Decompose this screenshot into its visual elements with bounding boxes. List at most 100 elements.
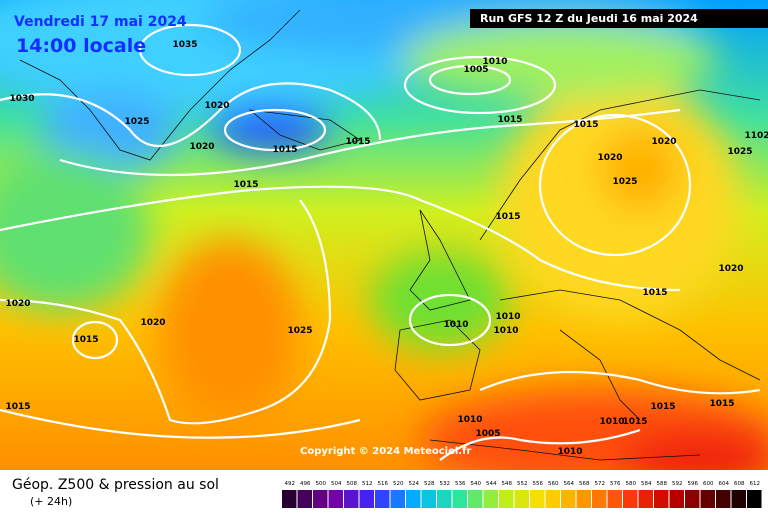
scale-swatch — [344, 490, 359, 508]
scale-swatch — [669, 490, 684, 508]
scale-label: 536 — [455, 481, 466, 487]
footer-subtitle: (+ 24h) — [30, 495, 72, 508]
scale-swatch — [297, 490, 312, 508]
isobar-label: 1015 — [345, 137, 370, 147]
scale-label: 580 — [626, 481, 637, 487]
scale-label: 516 — [378, 481, 389, 487]
scale-swatch — [576, 490, 591, 508]
scale-swatch — [375, 490, 390, 508]
scale-label: 548 — [502, 481, 513, 487]
isobar-label: 1030 — [9, 94, 34, 104]
isobar-label: 1015 — [73, 335, 98, 345]
isobar-label: 1015 — [5, 402, 30, 412]
isobar-label: 1010 — [482, 57, 507, 67]
scale-swatch — [313, 490, 328, 508]
forecast-time: 14:00 locale — [16, 35, 146, 57]
isobars — [0, 23, 761, 461]
scale-label: 604 — [719, 481, 730, 487]
scale-label: 596 — [688, 481, 699, 487]
scale-label: 528 — [424, 481, 435, 487]
scale-swatch — [731, 490, 746, 508]
scale-label: 532 — [440, 481, 451, 487]
scale-label: 500 — [316, 481, 327, 487]
isobar-label: 1020 — [140, 318, 165, 328]
scale-swatch — [685, 490, 700, 508]
coastlines — [19, 9, 761, 461]
scale-swatch — [700, 490, 715, 508]
isobar-label: 1020 — [597, 153, 622, 163]
isobar-label: 1010 — [443, 320, 468, 330]
scale-label: 544 — [486, 481, 497, 487]
isobar-label: 1015 — [495, 212, 520, 222]
scale-swatch — [561, 490, 576, 508]
isobar-label: 1020 — [5, 299, 30, 309]
scale-swatch — [716, 490, 731, 508]
isobar-label: 1015 — [650, 402, 675, 412]
scale-swatch — [483, 490, 498, 508]
scale-swatch — [747, 490, 762, 508]
run-label: Run GFS 12 Z du Jeudi 16 mai 2024 — [480, 12, 698, 25]
scale-swatch — [406, 490, 421, 508]
scale-label: 560 — [548, 481, 559, 487]
scale-label: 564 — [564, 481, 575, 487]
isobar-label: 1015 — [709, 399, 734, 409]
scale-label: 608 — [734, 481, 745, 487]
scale-label: 584 — [641, 481, 652, 487]
scale-swatch — [654, 490, 669, 508]
scale-swatch — [452, 490, 467, 508]
isobar-label: 1102 — [744, 131, 768, 141]
field — [0, 0, 768, 470]
scale-swatch — [390, 490, 405, 508]
isobar-label: 1020 — [651, 137, 676, 147]
isobar-label: 1010 — [495, 312, 520, 322]
isobar-label: 1015 — [233, 180, 258, 190]
scale-swatch — [282, 490, 297, 508]
scale-swatch — [638, 490, 653, 508]
footer-title: Géop. Z500 & pression au sol — [12, 477, 219, 493]
scale-swatch — [514, 490, 529, 508]
isobar-label: 1015 — [622, 417, 647, 427]
isobar-label: 1010 — [557, 447, 582, 457]
scale-swatch — [468, 490, 483, 508]
scale-swatch — [607, 490, 622, 508]
isobar-label: 1025 — [727, 147, 752, 157]
scale-label: 524 — [409, 481, 420, 487]
scale-label: 588 — [657, 481, 668, 487]
scale-label: 520 — [393, 481, 404, 487]
scale-label: 496 — [300, 481, 311, 487]
isobar-label: 1015 — [497, 115, 522, 125]
isobar-label: 1010 — [457, 415, 482, 425]
scale-swatch — [545, 490, 560, 508]
isobar-label: 1020 — [204, 101, 229, 111]
isobar-label: 1015 — [272, 145, 297, 155]
isobar-label: 1020 — [189, 142, 214, 152]
scale-label: 492 — [285, 481, 296, 487]
isobar-label: 1015 — [642, 288, 667, 298]
isobar-label: 1020 — [718, 264, 743, 274]
forecast-date: Vendredi 17 mai 2024 — [14, 14, 187, 30]
isobar-label: 1025 — [124, 117, 149, 127]
scale-label: 568 — [579, 481, 590, 487]
scale-label: 576 — [610, 481, 621, 487]
scale-swatch — [499, 490, 514, 508]
isobar-label: 1025 — [612, 177, 637, 187]
scale-label: 592 — [672, 481, 683, 487]
scale-label: 540 — [471, 481, 482, 487]
isobar-label: 1005 — [475, 429, 500, 439]
scale-label: 508 — [347, 481, 358, 487]
scale-swatch — [328, 490, 343, 508]
scale-label: 504 — [331, 481, 342, 487]
scale-swatch — [437, 490, 452, 508]
isobar-label: 1025 — [287, 326, 312, 336]
scale-label: 572 — [595, 481, 606, 487]
scale-swatch — [530, 490, 545, 508]
scale-label: 552 — [517, 481, 528, 487]
isobar-label: 1010 — [599, 417, 624, 427]
copyright: Copyright © 2024 Meteociel.fr — [300, 446, 471, 457]
isobar-label: 1035 — [172, 40, 197, 50]
run-box — [470, 9, 768, 28]
scale-swatch — [421, 490, 436, 508]
scale-label: 556 — [533, 481, 544, 487]
